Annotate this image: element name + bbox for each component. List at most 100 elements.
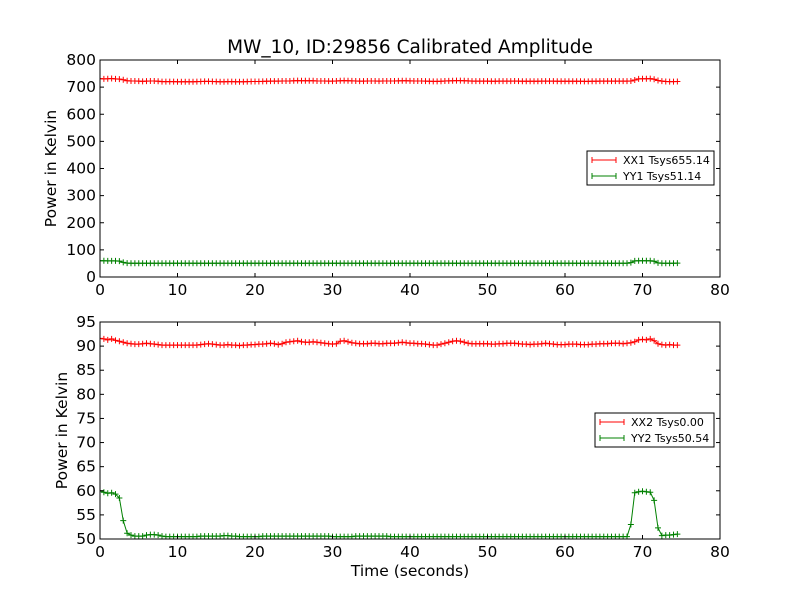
x-tick-label: 70	[633, 543, 653, 561]
data-point	[155, 532, 162, 539]
data-point	[116, 258, 123, 265]
x-tick-label: 50	[478, 543, 498, 561]
subplot-1: 0 10 20 30 40 50 60 70 8001002003004005006007008…	[42, 51, 730, 299]
data-point	[627, 521, 634, 528]
data-point	[100, 489, 107, 496]
data-point	[651, 258, 658, 265]
data-point	[275, 341, 282, 348]
data-point	[434, 342, 441, 349]
data-point	[108, 489, 115, 496]
y-tick-label: 70	[76, 434, 96, 452]
data-point	[651, 337, 658, 344]
legend-marker	[591, 173, 617, 179]
legend: XX2 Tsys0.00 YY2 Tsys50.54	[594, 412, 715, 448]
data-point	[655, 77, 661, 84]
legend-marker	[591, 157, 617, 163]
y-tick-label: 65	[76, 458, 96, 476]
data-point	[104, 336, 111, 343]
x-tick-label: 20	[245, 543, 265, 561]
y-tick-label: 200	[66, 214, 96, 232]
data-point	[631, 76, 638, 83]
data-point	[674, 531, 681, 538]
x-tick-label: 50	[478, 281, 498, 299]
data-point	[651, 76, 658, 83]
y-tick-label: 100	[66, 241, 96, 259]
legend-label: YY2 Tsys50.54	[630, 432, 709, 445]
y-tick-label: 600	[66, 105, 96, 123]
data-point	[112, 337, 119, 344]
data-point	[631, 489, 638, 496]
y-axis-label: Power in Kelvin	[53, 372, 71, 489]
x-tick-label: 80	[710, 543, 730, 561]
legend-box	[586, 150, 715, 186]
legend-entry: XX1 Tsys655.14	[591, 154, 710, 167]
legend-label: YY1 Tsys51.14	[622, 170, 701, 183]
data-point	[108, 335, 115, 342]
x-tick-label: 60	[555, 543, 575, 561]
data-point	[333, 340, 340, 347]
data-point	[120, 76, 127, 83]
series-2	[100, 257, 681, 267]
data-point	[647, 489, 654, 496]
data-point	[445, 339, 452, 346]
data-point	[651, 497, 658, 504]
data-point	[438, 341, 444, 348]
y-tick-label: 90	[76, 337, 96, 355]
x-tick-label: 0	[95, 281, 105, 299]
x-tick-label: 40	[400, 543, 420, 561]
data-point	[624, 260, 630, 267]
y-tick-label: 60	[76, 482, 96, 500]
x-tick-label: 70	[633, 281, 653, 299]
data-point	[100, 335, 107, 342]
legend-entry: XX2 Tsys0.00	[599, 416, 704, 429]
legend-marker	[599, 435, 625, 441]
data-point	[674, 78, 681, 85]
data-point	[120, 339, 127, 346]
y-tick-label: 800	[66, 51, 96, 69]
data-point	[457, 338, 464, 345]
series-1	[100, 75, 681, 85]
y-tick-label: 85	[76, 361, 96, 379]
y-tick-label: 95	[76, 313, 96, 331]
data-point	[271, 340, 278, 347]
data-point	[345, 338, 351, 345]
subplot-2: 0 10 20 30 40 50 60 70 80 50 55 60 65 70 75 80 85 90 95 Pow…	[53, 313, 730, 580]
y-tick-label: 0	[86, 268, 96, 286]
data-point	[674, 342, 681, 349]
plots-layer: 0 10 20 30 40 50 60 70 8001002003004005006007008…	[42, 51, 730, 580]
x-tick-label: 60	[555, 281, 575, 299]
data-point	[294, 337, 301, 344]
legend: XX1 Tsys655.14 YY1 Tsys51.14	[586, 150, 715, 186]
y-tick-label: 700	[66, 78, 96, 96]
data-point	[128, 532, 134, 539]
y-tick-label: 500	[66, 132, 96, 150]
data-point	[643, 336, 650, 343]
x-tick-label: 40	[400, 281, 420, 299]
data-point	[341, 337, 348, 344]
y-tick-label: 75	[76, 409, 96, 427]
y-tick-label: 400	[66, 160, 96, 178]
y-tick-label: 80	[76, 385, 96, 403]
data-point	[461, 339, 468, 346]
data-point	[655, 340, 661, 347]
legend-label: XX1 Tsys655.14	[623, 154, 710, 167]
data-point	[627, 77, 634, 84]
x-tick-label: 10	[168, 281, 188, 299]
x-tick-label: 0	[95, 543, 105, 561]
data-point	[647, 335, 654, 342]
legend-entry: YY1 Tsys51.14	[591, 170, 701, 183]
legend-marker	[599, 419, 625, 425]
x-tick-label: 80	[710, 281, 730, 299]
legend-label: XX2 Tsys0.00	[631, 416, 704, 429]
data-point	[116, 495, 123, 502]
legend-box	[594, 412, 715, 448]
x-tick-label: 30	[323, 543, 343, 561]
y-tick-label: 300	[66, 187, 96, 205]
series-1	[100, 335, 681, 349]
data-point	[279, 340, 286, 347]
data-point	[112, 491, 119, 498]
data-point	[674, 260, 681, 267]
data-point	[139, 533, 146, 539]
x-tick-label: 30	[323, 281, 343, 299]
